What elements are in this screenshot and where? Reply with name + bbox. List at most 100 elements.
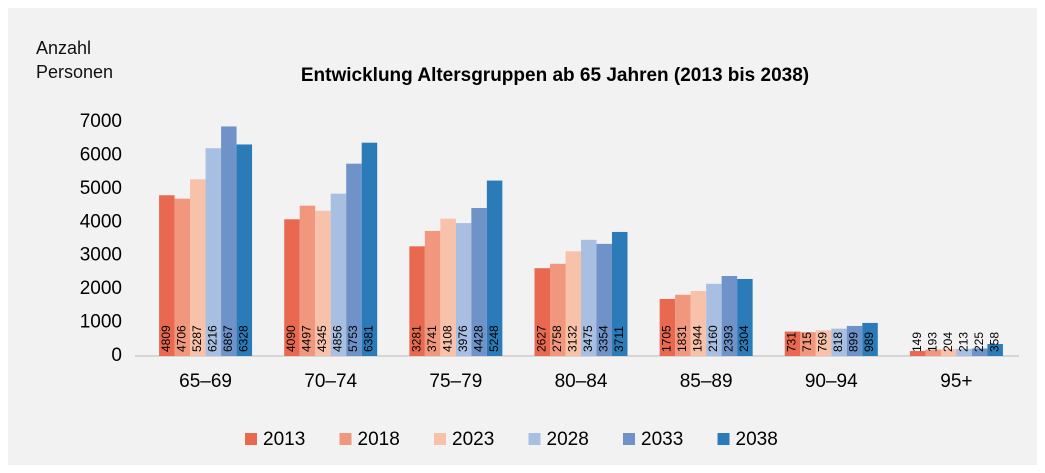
x-tick-label: 80–84 (555, 371, 608, 392)
data-label: 4497 (300, 325, 314, 352)
data-label: 5753 (346, 325, 360, 352)
x-tick-label: 75–79 (429, 371, 482, 392)
data-label: 4345 (315, 325, 329, 352)
data-label: 2393 (722, 325, 736, 352)
x-tick-label: 85–89 (680, 371, 733, 392)
bar (361, 142, 378, 356)
bar (486, 180, 503, 356)
legend-swatch (339, 433, 352, 445)
y-tick-label: 1000 (80, 312, 122, 333)
bar (925, 349, 941, 356)
bar (190, 179, 206, 356)
data-label: 4706 (174, 325, 188, 352)
bar (690, 291, 707, 356)
data-label: 3132 (565, 325, 579, 352)
y-tick-label: 5000 (80, 178, 122, 199)
data-label: 225 (972, 332, 986, 352)
bar (205, 148, 222, 356)
bar (800, 332, 816, 356)
data-label: 6867 (221, 325, 235, 352)
bar (581, 239, 597, 356)
y-tick-label: 6000 (80, 144, 122, 165)
data-label: 193 (925, 332, 939, 352)
bar (721, 276, 738, 356)
bar (815, 330, 832, 356)
data-label: 3741 (425, 325, 439, 352)
data-label: 6216 (205, 325, 219, 352)
legend-swatch (245, 433, 257, 445)
bar (550, 263, 566, 356)
bar (236, 144, 253, 356)
data-label: 213 (956, 332, 970, 352)
bar (737, 278, 753, 356)
chart-title: Entwicklung Altersgruppen ab 65 Jahren (… (301, 65, 809, 86)
data-label: 149 (910, 332, 924, 352)
y-tick-label: 3000 (80, 245, 122, 266)
data-label: 3976 (456, 325, 470, 352)
bar (409, 246, 425, 356)
bar (534, 268, 550, 356)
data-label: 5287 (190, 325, 204, 352)
data-label: 1705 (660, 325, 674, 352)
legend-label: 2023 (452, 429, 494, 450)
bar (221, 126, 237, 356)
y-tick-label: 2000 (80, 278, 122, 299)
legend-swatch (528, 433, 541, 445)
bar (299, 205, 316, 356)
bar (909, 351, 926, 356)
bar (330, 193, 347, 356)
data-label: 2304 (737, 325, 751, 352)
data-label: 5248 (487, 325, 501, 352)
bar (315, 210, 331, 356)
bar (346, 163, 362, 356)
legend-swatch (434, 433, 446, 445)
legend-swatch (717, 433, 730, 445)
bar (596, 243, 612, 356)
bar (971, 348, 988, 356)
y-axis-label: Anzahl Personen (36, 38, 114, 82)
legend-swatch (623, 433, 635, 445)
data-label: 3711 (612, 326, 626, 352)
data-label: 715 (800, 332, 814, 352)
data-label: 4428 (471, 325, 485, 352)
bar (956, 348, 972, 356)
x-tick-label: 70–74 (304, 371, 357, 392)
y-tick-label: 4000 (80, 211, 122, 232)
data-label: 899 (847, 332, 861, 352)
data-label: 731 (785, 332, 799, 352)
legend-label: 2033 (641, 429, 683, 450)
legend-label: 2013 (263, 429, 305, 450)
legend-label: 2028 (547, 429, 589, 450)
legend-label: 2018 (358, 429, 400, 450)
bar (846, 325, 863, 356)
bar (675, 294, 691, 356)
bar (159, 195, 175, 356)
bar (940, 349, 957, 356)
data-label: 989 (862, 332, 876, 352)
data-label: 4856 (331, 325, 345, 352)
bar (706, 283, 722, 356)
data-label: 2627 (534, 325, 548, 352)
bar (831, 328, 847, 356)
bar (424, 230, 441, 356)
bar (659, 299, 676, 356)
data-label: 2160 (706, 325, 720, 352)
bar (612, 231, 628, 356)
x-tick-label: 65–69 (179, 371, 232, 392)
data-label: 6328 (236, 325, 250, 352)
data-label: 818 (831, 332, 845, 352)
data-label: 6381 (362, 325, 376, 352)
data-label: 3281 (409, 325, 423, 352)
bar (565, 251, 581, 356)
bar (987, 344, 1003, 356)
bar (440, 218, 456, 356)
bar (862, 322, 878, 356)
data-label: 204 (941, 332, 955, 352)
y-tick-label: 0 (111, 345, 122, 366)
data-label: 2758 (550, 325, 564, 352)
data-label: 4809 (159, 325, 173, 352)
x-tick-label: 90–94 (805, 371, 858, 392)
data-label: 358 (987, 332, 1001, 352)
data-label: 3354 (596, 325, 610, 352)
